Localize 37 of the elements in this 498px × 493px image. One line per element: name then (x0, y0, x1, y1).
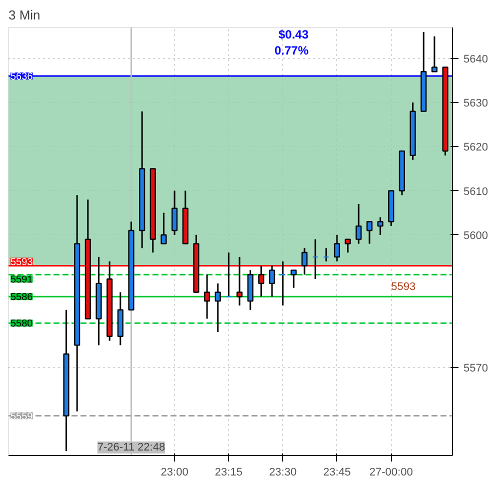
ref-line-label: 5559 (10, 411, 34, 422)
candlestick (214, 282, 221, 333)
y-tick-label: 5600 (464, 230, 488, 242)
ref-line-label: 7-26-11 22:48 (97, 442, 166, 454)
candlestick (377, 216, 384, 236)
candlestick (280, 260, 286, 306)
band-label: 5593 (10, 256, 34, 268)
x-tick-label: 23:45 (323, 466, 351, 478)
candlestick (334, 234, 340, 262)
candlestick (258, 265, 264, 298)
candlestick (290, 269, 297, 289)
candlestick (172, 190, 178, 236)
annotation: 0.77% (274, 44, 309, 58)
y-tick-label: 5570 (464, 362, 488, 374)
x-tick-label: 23:30 (269, 466, 297, 478)
candlestick (268, 265, 276, 298)
candlestick (236, 256, 243, 306)
y-tick-label: 5640 (464, 53, 488, 66)
candlestick (356, 203, 362, 244)
candlestick (204, 274, 210, 320)
ref-line-label: 5593 (391, 280, 416, 293)
candlestick (312, 238, 318, 280)
candlestick (160, 212, 167, 244)
chart-title: 3 Min (8, 8, 40, 22)
x-tick-label: 23:15 (214, 466, 242, 478)
candlestick (226, 252, 232, 298)
y-tick-label: 5630 (464, 98, 488, 110)
y-tick-label: 5610 (464, 186, 488, 198)
candlestick (301, 247, 308, 276)
annotation: $0.43 (278, 28, 309, 42)
candlestick (344, 238, 351, 254)
candlestick (431, 36, 438, 72)
y-tick-label: 5620 (464, 142, 488, 154)
x-tick-label: 23:00 (160, 466, 188, 478)
candlestick (323, 247, 330, 262)
candlestick (366, 220, 373, 244)
x-tick-label: 27-00:00 (369, 466, 413, 478)
